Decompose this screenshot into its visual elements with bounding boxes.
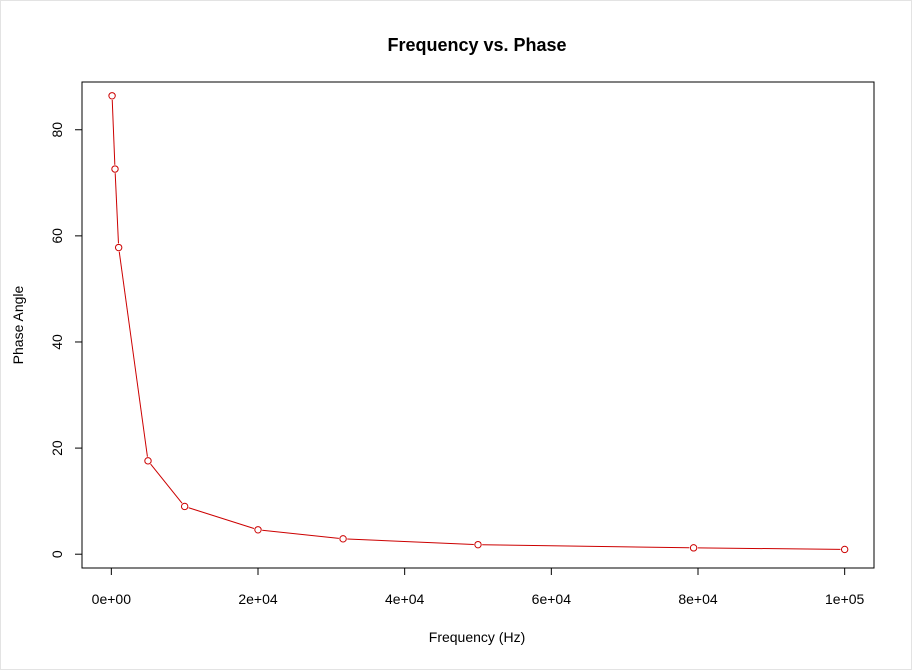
series-segment (347, 538, 474, 545)
data-point (840, 545, 849, 554)
series-segment (697, 547, 841, 550)
data-point (114, 243, 123, 252)
x-axis: 0e+00 2e+04 4e+04 6e+04 8e+04 1e+05 (92, 567, 865, 607)
series-segment (482, 544, 690, 549)
y-tick-label: 80 (49, 122, 65, 138)
x-tick-label: 0e+00 (92, 591, 132, 607)
data-point (108, 92, 116, 100)
data-point (339, 535, 347, 543)
series-segment (114, 173, 119, 244)
y-axis: 0 20 40 60 80 (49, 122, 83, 558)
data-point (689, 544, 698, 552)
y-tick-label: 0 (49, 550, 65, 558)
data-point (111, 165, 119, 173)
y-tick-label: 40 (49, 334, 65, 350)
x-tick-label: 2e+04 (238, 591, 278, 607)
data-point (144, 457, 152, 465)
x-tick-label: 6e+04 (532, 591, 572, 607)
x-axis-label: Frequency (Hz) (429, 629, 525, 645)
series-segment (188, 507, 255, 530)
series-layer (108, 92, 849, 554)
data-point (474, 540, 482, 549)
data-point (180, 502, 189, 511)
chart-title: Frequency vs. Phase (387, 35, 566, 55)
series-segment (111, 99, 116, 165)
data-point (254, 526, 262, 534)
y-axis-label: Phase Angle (10, 285, 26, 364)
plot-area (81, 81, 875, 569)
x-tick-label: 8e+04 (678, 591, 718, 607)
y-tick-label: 20 (49, 440, 65, 456)
series-segment (262, 529, 339, 539)
x-tick-label: 1e+05 (825, 591, 865, 607)
y-tick-label: 60 (49, 228, 65, 244)
x-tick-label: 4e+04 (385, 591, 425, 607)
series-segment (150, 463, 183, 504)
series-segment (118, 251, 148, 457)
